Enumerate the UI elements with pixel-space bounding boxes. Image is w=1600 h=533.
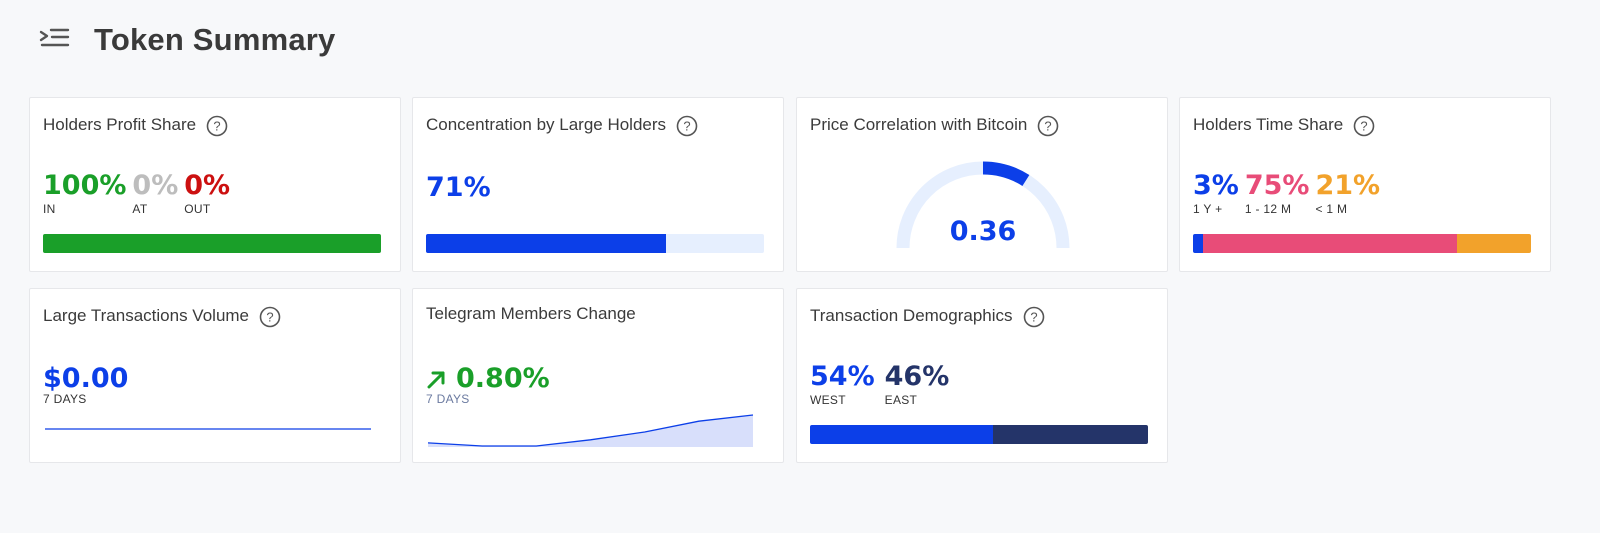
card-title: Holders Profit Share [43,115,197,134]
stat-at: 0% AT [132,170,179,217]
menu-collapse-icon[interactable] [38,25,72,55]
card-title: Transaction Demographics [810,306,1013,325]
holders-time-share-card: Holders Time Share ? 3% 1 Y + 75% 1 - 12… [1179,97,1551,272]
concentration-card: Concentration by Large Holders ? 71% [412,97,784,272]
card-title: Concentration by Large Holders [426,115,667,134]
stat-east: 46% EAST [884,361,950,408]
stat-label: OUT [184,202,211,216]
correlation-value: 0.36 [950,216,1017,247]
card-title: Telegram Members Change [426,304,636,323]
telegram-series-area [428,415,753,447]
stat-label: 1 Y + [1193,202,1223,216]
profit-stats: 100% IN 0% AT 0% OUT [43,170,231,217]
page-header: Token Summary [38,22,336,58]
bar-segment-east [992,425,1148,444]
bar-fill [426,234,666,253]
svg-text:?: ? [1045,119,1052,134]
bar-segment-west [810,425,993,444]
help-icon[interactable]: ? [1037,115,1059,137]
bar-segment-1-12m [1203,234,1457,253]
help-icon[interactable]: ? [259,306,281,328]
telegram-value: 0.80% [456,363,550,394]
svg-text:?: ? [213,119,220,134]
stat-label: IN [43,202,56,216]
card-title: Price Correlation with Bitcoin [810,115,1028,134]
svg-text:?: ? [683,119,690,134]
page-title: Token Summary [94,22,336,57]
concentration-bar [426,234,764,253]
help-icon[interactable]: ? [1353,115,1375,137]
demographics-stats: 54% WEST 46% EAST [810,361,950,408]
correlation-gauge: 0.36 [896,161,1070,249]
stat-value: 75% [1244,170,1310,201]
telegram-series-line [428,414,754,447]
stat-west: 54% WEST [810,361,875,408]
telegram-period: 7 DAYS [426,392,470,406]
stat-1-12m: 75% 1 - 12 M [1244,170,1310,217]
volume-period: 7 DAYS [43,392,87,406]
bar-segment-in [43,234,381,253]
stat-label: < 1 M [1315,202,1348,216]
help-icon[interactable]: ? [1023,306,1045,328]
bar-segment-under-1m [1456,234,1531,253]
holders-profit-share-card: Holders Profit Share ? 100% IN 0% AT 0% … [29,97,401,272]
svg-text:?: ? [266,310,273,325]
time-share-stats: 3% 1 Y + 75% 1 - 12 M 21% < 1 M [1193,170,1381,217]
stat-value: 54% [810,361,875,392]
gauge-fill [982,161,1030,187]
telegram-members-card: Telegram Members Change 0.80% 7 DAYS [412,288,784,463]
price-correlation-card: Price Correlation with Bitcoin ? 0.36 [796,97,1168,272]
concentration-value: 71% [426,172,491,203]
bar-segment-1y-plus [1193,234,1204,253]
time-share-bar [1193,234,1531,253]
transaction-demographics-card: Transaction Demographics ? 54% WEST 46% … [796,288,1168,463]
arrow-up-right-icon [427,371,445,388]
stat-value: 100% [43,170,127,201]
stat-value: 46% [884,361,950,392]
svg-text:?: ? [1030,310,1037,325]
stat-out: 0% OUT [184,170,231,217]
stat-value: 21% [1315,170,1381,201]
card-title: Holders Time Share [1193,115,1344,134]
volume-sparkline [45,428,371,430]
help-icon[interactable]: ? [206,115,228,137]
demographics-bar [810,425,1148,444]
stat-label: WEST [810,393,846,407]
large-transactions-volume-card: Large Transactions Volume ? $0.00 7 DAYS [29,288,401,463]
svg-text:?: ? [1361,119,1368,134]
stat-value: 3% [1193,170,1239,201]
telegram-value-row: 0.80% [426,363,550,394]
stat-in: 100% IN [43,170,127,217]
stat-label: AT [132,202,148,216]
profit-share-bar [43,234,381,253]
stat-under-1m: 21% < 1 M [1315,170,1381,217]
help-icon[interactable]: ? [676,115,698,137]
stat-value: 0% [184,170,231,201]
card-title: Large Transactions Volume [43,306,250,325]
stat-1y-plus: 3% 1 Y + [1193,170,1239,217]
volume-value: $0.00 [43,363,129,394]
stat-label: EAST [884,393,918,407]
stat-label: 1 - 12 M [1244,202,1292,216]
stat-value: 0% [132,170,179,201]
telegram-area-chart [428,414,754,447]
